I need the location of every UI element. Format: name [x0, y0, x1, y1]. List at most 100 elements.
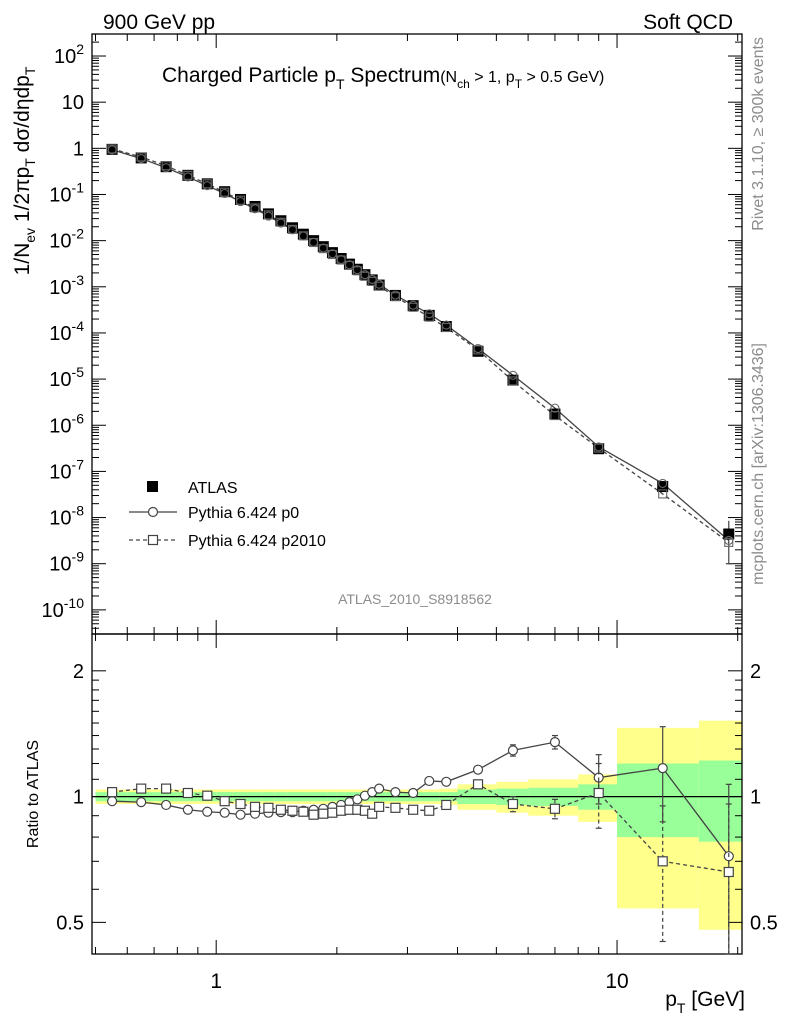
- title-cond-sub2: T: [515, 77, 523, 91]
- ratio-point-p0: [161, 799, 172, 811]
- spectrum-point-atlas: [343, 258, 355, 270]
- main-y-tick-label: 1: [73, 138, 84, 160]
- spectrum-point-atlas: [423, 309, 435, 321]
- spectrum-point-atlas: [135, 152, 147, 164]
- ratio-point-p2010: [336, 805, 347, 816]
- ratio-y-axis-label: Ratio to ATLAS: [25, 740, 42, 848]
- spectrum-point-atlas: [407, 300, 419, 312]
- ratio-point-p2010: [374, 801, 385, 812]
- spectrum-point-p2010: [235, 195, 246, 205]
- ratio-point-p2010: [161, 783, 172, 794]
- ratio-point-p0: [202, 806, 213, 817]
- x-tick-label: 1: [210, 970, 222, 993]
- header-category: Soft QCD: [643, 11, 733, 34]
- legend-marker-atlas: [147, 481, 158, 492]
- spectrum-point-atlas: [593, 443, 605, 455]
- ratio-point-p2010: [408, 804, 419, 815]
- spectrum-point-atlas: [201, 178, 213, 190]
- ratio-point-p0: [549, 737, 561, 748]
- ratio-point-p2010: [298, 806, 309, 817]
- ratio-y-tick-label: 2: [73, 661, 84, 683]
- spectrum-point-p2010: [250, 203, 260, 213]
- header-energy: 900 GeV pp: [103, 11, 215, 34]
- title-sub: T: [336, 76, 345, 92]
- ratio-point-p0: [507, 745, 519, 756]
- spectrum-point-p2010: [220, 187, 230, 197]
- spectrum-point-p2010: [508, 376, 518, 386]
- title-text: Charged Particle p: [162, 64, 336, 87]
- spectrum-point-p2010: [344, 260, 354, 270]
- spectrum-point-p2010: [263, 210, 273, 220]
- band-inner: [617, 763, 699, 838]
- legend-label-p2010: Pythia 6.424 p2010: [188, 533, 326, 550]
- ratio-point-p0: [390, 787, 401, 798]
- main-y-tick-label: 10-7: [49, 456, 84, 483]
- ratio-series: [107, 726, 734, 955]
- spectrum-point-atlas: [317, 241, 329, 253]
- main-y-tick-label: 10: [62, 92, 84, 114]
- spectrum-point-p2010: [183, 170, 193, 180]
- spectrum-point-atlas: [389, 289, 401, 301]
- title-cond-sub: ch: [457, 77, 470, 91]
- main-y-tick-label: 10-2: [49, 226, 84, 253]
- spectrum-point-p2010: [594, 443, 604, 453]
- main-y-tick-label: 10-10: [42, 595, 85, 622]
- main-y-tick-label: 10-8: [49, 503, 84, 530]
- spectrum-point-atlas: [549, 408, 561, 420]
- spectrum-point-p0: [658, 478, 668, 488]
- spectrum-point-p0: [508, 370, 518, 380]
- spectrum-point-atlas: [326, 247, 338, 259]
- ratio-y-tick-label: 0.5: [56, 912, 84, 934]
- ratio-point-p2010: [390, 802, 401, 813]
- plot-title: Charged Particle pT Spectrum(Nch > 1, pT…: [162, 64, 604, 92]
- band-inner: [698, 760, 742, 842]
- ratio-point-p0: [374, 783, 385, 794]
- spectrum-point-p2010: [161, 161, 171, 171]
- main-y-tick-label: 10-9: [49, 549, 84, 576]
- legend-label-atlas: ATLAS: [188, 480, 238, 497]
- spectrum-point-atlas: [335, 253, 347, 265]
- spectrum-point-atlas: [308, 235, 320, 247]
- spectrum-point-atlas: [472, 345, 484, 357]
- ratio-point-p2010: [107, 787, 118, 798]
- ratio-point-p0: [219, 807, 230, 818]
- x-axis-label: pT [GeV]: [665, 988, 745, 1016]
- ratio-y-tick-label-right: 1: [750, 787, 761, 809]
- spectrum-point-atlas: [160, 161, 172, 173]
- spectrum-point-p2010: [309, 237, 319, 248]
- spectrum-point-p2010: [658, 489, 668, 499]
- spectrum-point-p2010: [374, 281, 384, 291]
- ratio-plot-frame: [91, 633, 743, 955]
- ylabel-part-c: dσ/dηdp: [11, 75, 34, 158]
- spectrum-point-p2010: [336, 255, 346, 265]
- ratio-point-p2010: [202, 790, 213, 801]
- spectrum-point-atlas: [507, 374, 519, 386]
- main-y-tick-label: 10-1: [49, 179, 84, 206]
- ratio-point-p2010: [318, 808, 329, 819]
- ratio-point-p2010: [424, 805, 435, 816]
- main-y-tick-label: 102: [54, 41, 84, 68]
- spectrum-point-atlas: [440, 320, 452, 332]
- spectrum-point-atlas: [366, 274, 378, 286]
- spectrum-point-p2010: [298, 231, 308, 241]
- spectrum-point-atlas: [235, 193, 247, 205]
- ratio-point-p2010: [657, 856, 668, 867]
- spectrum-point-p2010: [390, 292, 400, 302]
- ratio-point-p0: [657, 763, 668, 774]
- ylabel-sub-t2: T: [22, 66, 38, 75]
- title-rest: Spectrum: [345, 64, 441, 87]
- spectrum-point-p2010: [408, 302, 418, 312]
- ratio-point-p2010: [308, 809, 319, 820]
- ratio-point-p0: [408, 787, 419, 799]
- ratio-point-p2010: [593, 787, 604, 799]
- xlabel-sub-t: T: [677, 1000, 686, 1016]
- spectrum-point-p2010: [287, 224, 298, 234]
- ratio-uncertainty-bands: [92, 720, 742, 930]
- xlabel-p: p: [665, 988, 677, 1011]
- ratio-point-p0: [235, 809, 246, 820]
- spectrum-point-atlas: [723, 528, 735, 540]
- main-y-tick-label: 10-6: [49, 410, 84, 437]
- spectrum-point-p2010: [360, 271, 370, 281]
- spectrum-point-p2010: [724, 537, 734, 547]
